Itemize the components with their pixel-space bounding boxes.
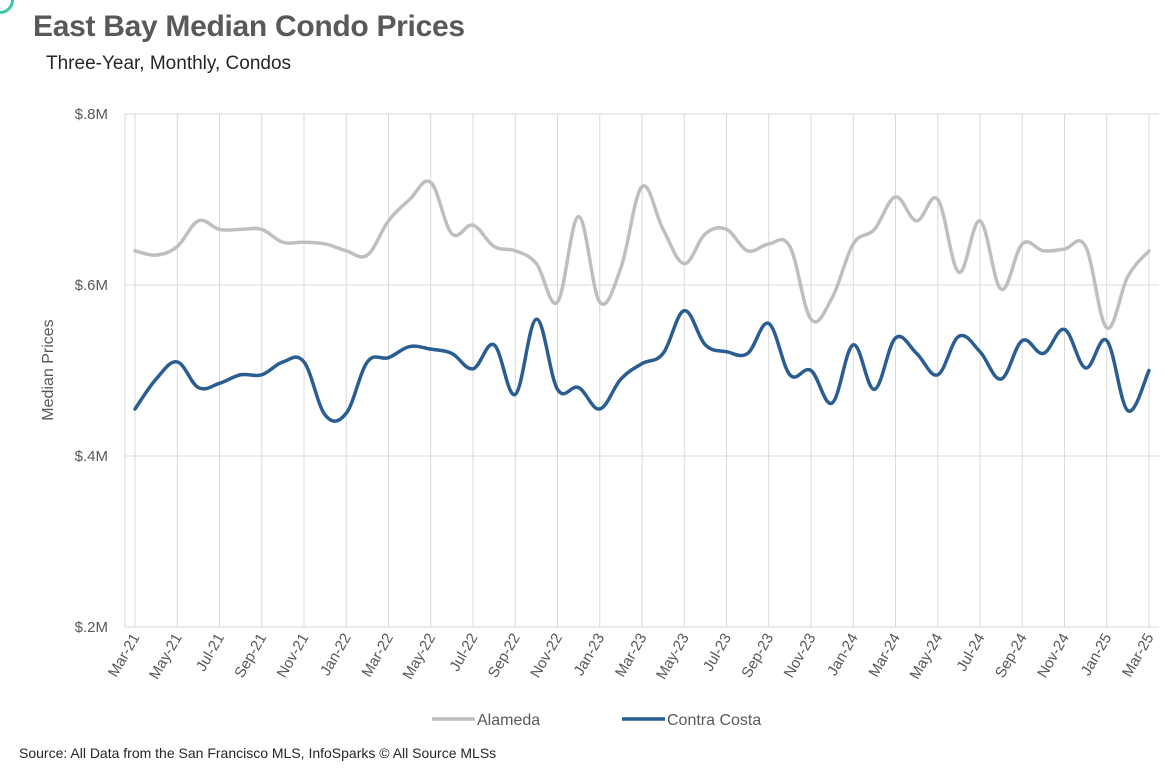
y-axis-label: Median Prices [40,319,57,420]
x-tick-label: May-23 [653,631,693,683]
y-tick-label: $.8M [75,106,108,123]
chart-title: East Bay Median Condo Prices [33,10,465,43]
y-tick-label: $.2M [75,619,108,636]
series-layer [133,179,1151,423]
x-tick-label: Sep-22 [485,631,524,681]
x-tick-label: Mar-23 [612,631,650,681]
x-tick-label: Mar-22 [358,631,396,681]
x-tick-label: Jan-23 [571,631,609,679]
x-tick-label: Sep-21 [231,631,270,681]
x-tick-label: Sep-23 [738,631,777,681]
y-axis-ticks: $.2M $.4M $.6M $.8M [75,106,108,636]
x-tick-label: Nov-22 [527,631,566,681]
chart-subtitle: Three-Year, Monthly, Condos [46,53,292,74]
y-tick-label: $.4M [75,448,108,465]
series-line-contra-costa [133,308,1151,423]
source-note: Source: All Data from the San Francisco … [19,745,497,761]
x-tick-label: Nov-21 [274,631,313,681]
grid-layer [124,113,1159,628]
legend-label: Alameda [477,712,540,729]
x-tick-label: Jan-22 [317,631,355,679]
x-tick-label: Nov-24 [1034,631,1073,681]
x-tick-label: Jul-24 [953,631,988,675]
x-tick-label: Jan-24 [824,631,862,679]
x-tick-label: May-24 [906,631,946,683]
legend-label: Contra Costa [667,712,761,729]
y-tick-label: $.6M [75,277,108,294]
legend: Alameda Contra Costa [432,712,761,729]
x-tick-label: Mar-21 [105,631,143,681]
x-axis-ticks: Mar-21 May-21 Jul-21 Sep-21 Nov-21 Jan-22 Mar-… [105,631,1157,683]
x-tick-label: Sep-24 [992,631,1031,681]
x-tick-label: May-21 [146,631,186,683]
x-tick-label: Jul-22 [446,631,481,675]
x-tick-label: Jan-25 [1078,631,1116,679]
x-tick-label: Jul-21 [193,631,228,675]
series-line-alameda [133,179,1151,330]
x-tick-label: May-22 [399,631,439,683]
x-tick-label: Mar-25 [1119,631,1157,681]
x-tick-label: Mar-24 [865,631,903,681]
x-tick-label: Nov-23 [781,631,820,681]
x-tick-label: Jul-23 [700,631,735,675]
